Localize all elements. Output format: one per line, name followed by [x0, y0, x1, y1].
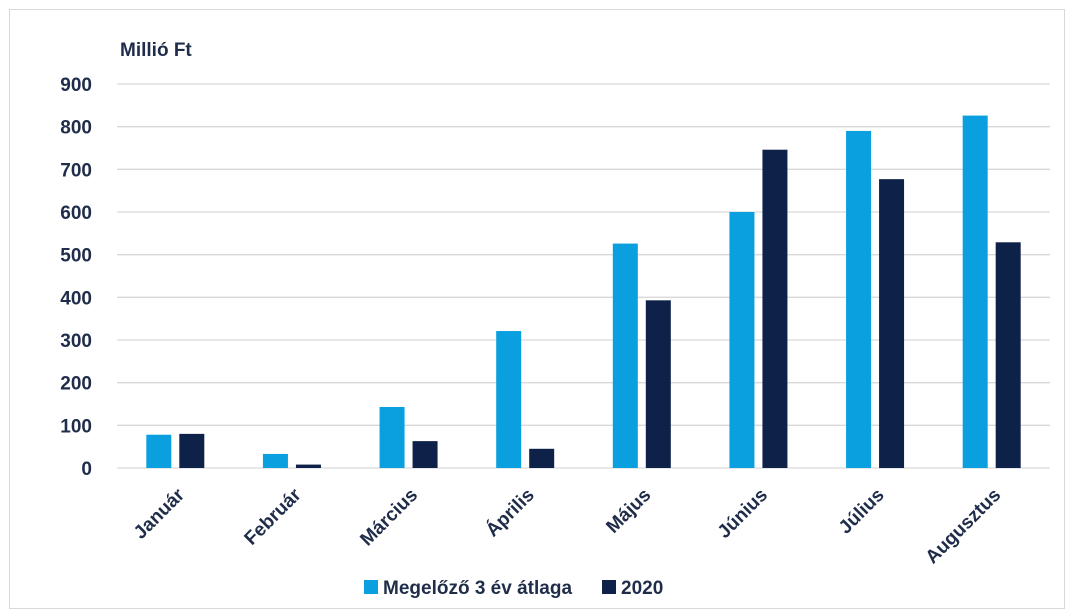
bar-avg-5	[729, 212, 755, 468]
legend-swatch-1	[602, 580, 617, 594]
bar-avg-7	[962, 115, 988, 468]
y-tick-label: 500	[60, 246, 92, 267]
bar-avg-3	[496, 331, 522, 468]
y-tick-label: 700	[60, 160, 92, 181]
y-tick-label: 400	[60, 288, 92, 309]
legend: Megelőző 3 év átlaga 2020	[364, 578, 663, 599]
y-tick-label: 200	[60, 374, 92, 395]
y-tick-label: 0	[81, 459, 92, 480]
x-tick-label: Július	[835, 485, 889, 539]
bar-2020-7	[995, 242, 1021, 468]
y-tick-label: 300	[60, 331, 92, 352]
y-unit-label: Millió Ft	[120, 40, 192, 61]
bars	[146, 115, 1021, 468]
bar-2020-6	[879, 179, 905, 468]
x-tick-labels: Január Február Március Április Május Június Jú…	[130, 484, 1005, 568]
bar-2020-5	[762, 149, 788, 468]
x-tick-label: Június	[714, 485, 772, 543]
y-tick-label: 600	[60, 203, 92, 224]
y-tick-label: 100	[60, 416, 92, 437]
y-tick-label: 800	[60, 118, 92, 139]
bar-avg-0	[146, 434, 172, 468]
legend-label-0: Megelőző 3 év átlaga	[383, 578, 572, 599]
gridlines	[117, 83, 1050, 469]
y-tick-labels: 0 100 200 300 400 500 600 700 800 900	[60, 75, 92, 480]
x-tick-label: Május	[602, 485, 655, 538]
bar-avg-6	[846, 130, 872, 468]
bar-2020-4	[645, 300, 671, 468]
legend-swatch-0	[364, 580, 378, 594]
x-tick-label: Január	[130, 484, 189, 543]
bar-avg-4	[612, 243, 638, 468]
legend-label-1: 2020	[621, 578, 663, 599]
x-tick-label: Február	[241, 484, 306, 549]
x-tick-label: Április	[481, 484, 538, 541]
bar-2020-1	[295, 464, 321, 468]
bar-2020-2	[412, 441, 438, 468]
bar-2020-3	[529, 448, 555, 468]
y-tick-label: 900	[60, 75, 92, 96]
bar-avg-1	[262, 453, 288, 468]
x-tick-label: Március	[356, 485, 422, 551]
x-tick-label: Augusztus	[922, 485, 1006, 569]
bar-avg-2	[379, 406, 405, 468]
bar-2020-0	[179, 433, 205, 468]
